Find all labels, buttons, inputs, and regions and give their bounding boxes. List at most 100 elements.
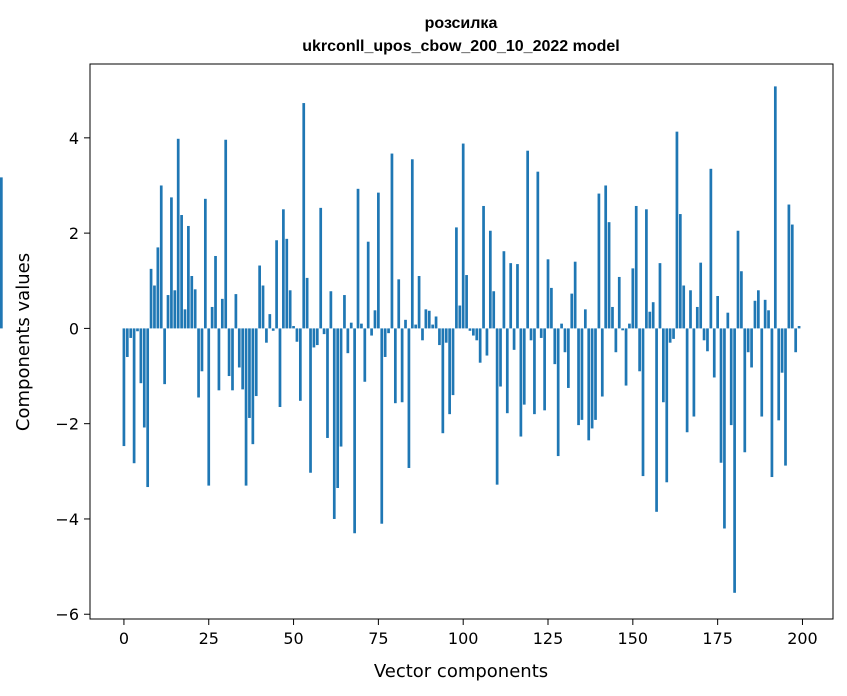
y-tick-label: −2 — [55, 415, 79, 434]
bar-198 — [794, 328, 798, 353]
bar-113 — [505, 328, 509, 414]
x-tick-label: 125 — [533, 629, 564, 648]
bar-196 — [787, 204, 791, 329]
bar-58 — [319, 207, 323, 329]
bar-94 — [441, 328, 445, 434]
bar-186 — [753, 300, 757, 329]
x-tick-label: 50 — [283, 629, 303, 648]
bar-82 — [400, 328, 404, 403]
bar-34 — [237, 328, 241, 368]
bar-26 — [210, 306, 214, 329]
bar-78 — [387, 328, 390, 334]
bar-110 — [495, 328, 499, 485]
bar-179 — [729, 328, 733, 426]
x-tick-label: 175 — [702, 629, 733, 648]
bar-114 — [509, 263, 513, 329]
bar-0 — [122, 328, 126, 447]
bar-65 — [343, 295, 346, 329]
x-tick-label: 100 — [448, 629, 479, 648]
bar-21 — [193, 289, 197, 329]
bar-153 — [641, 328, 645, 477]
bar-192 — [773, 86, 777, 329]
bar-147 — [621, 328, 625, 331]
bar-174 — [712, 328, 716, 378]
bar-115 — [512, 328, 516, 350]
bar-181 — [736, 230, 740, 329]
bar-139 — [594, 328, 597, 420]
bar-46 — [278, 328, 282, 408]
bar-2 — [129, 328, 133, 338]
bar-27 — [214, 255, 217, 329]
y-axis-label: Components values — [13, 253, 34, 431]
bar-20 — [190, 276, 194, 329]
bar-167 — [689, 290, 692, 329]
bar-130 — [563, 328, 567, 353]
bar-154 — [645, 209, 648, 329]
bar-160 — [665, 328, 669, 483]
bar-68 — [353, 328, 356, 534]
bar-141 — [600, 328, 604, 397]
bar-92 — [434, 316, 438, 329]
bar-116 — [516, 264, 519, 329]
bar-135 — [580, 328, 584, 420]
bar-125 — [546, 259, 550, 329]
bar-128 — [556, 328, 560, 457]
x-tick-label: 75 — [368, 629, 388, 648]
bar-155 — [648, 311, 652, 329]
bar-136 — [583, 309, 587, 329]
bar-99 — [458, 305, 462, 329]
bar-190 — [767, 310, 770, 329]
bar-3 — [132, 328, 136, 464]
bar-25 — [207, 328, 211, 486]
bar-41 — [261, 285, 265, 329]
bar-134 — [577, 328, 580, 426]
bar-156 — [651, 302, 655, 329]
bar-101 — [465, 275, 468, 329]
bar-52 — [298, 328, 302, 401]
bar-45 — [275, 240, 278, 329]
bar-32 — [231, 328, 234, 391]
bar-149 — [628, 323, 631, 329]
bar-40 — [258, 265, 261, 329]
bar-59 — [322, 328, 326, 335]
bar-183 — [743, 328, 747, 453]
bar-91 — [431, 324, 435, 329]
bar-159 — [662, 328, 665, 403]
bar-85 — [410, 159, 414, 329]
bar-75 — [377, 192, 380, 329]
bar-76 — [380, 328, 384, 524]
bar-5 — [139, 328, 143, 384]
bar-73 — [370, 328, 373, 336]
bar-151 — [634, 205, 638, 329]
bar-169 — [695, 306, 699, 329]
bar-163 — [675, 131, 679, 329]
bars-group — [0, 86, 801, 593]
bar-17 — [180, 215, 183, 329]
bar-133 — [573, 261, 577, 329]
bar-4 — [136, 328, 139, 332]
bar-111 — [499, 328, 502, 387]
bar-176 — [719, 328, 723, 463]
bar-undefined — [0, 177, 3, 329]
bar-119 — [526, 150, 530, 329]
bar-24 — [203, 198, 207, 329]
y-tick-label: 0 — [69, 319, 79, 338]
bar-31 — [227, 328, 231, 377]
bar-8 — [149, 268, 153, 329]
chart-title-line-1: розсилка — [425, 15, 498, 32]
bar-118 — [522, 328, 526, 405]
bar-39 — [254, 328, 258, 397]
bar-194 — [780, 328, 784, 373]
bar-124 — [543, 328, 546, 411]
bar-35 — [241, 328, 245, 390]
x-axis-ticks: 0 25 50 75 100 125 150 175 200 — [119, 619, 818, 648]
bar-62 — [332, 328, 336, 519]
x-tick-label: 0 — [119, 629, 129, 648]
bar-49 — [288, 290, 292, 329]
bar-188 — [760, 328, 764, 417]
bar-54 — [305, 277, 309, 329]
bar-13 — [166, 295, 170, 329]
bar-60 — [326, 328, 329, 438]
bar-105 — [478, 328, 482, 363]
